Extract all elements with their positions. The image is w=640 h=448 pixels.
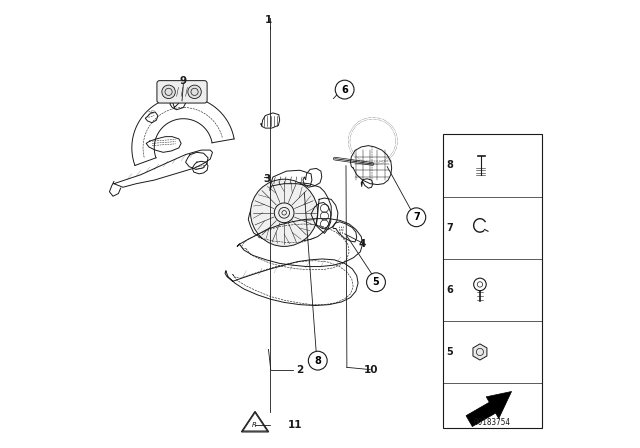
Circle shape <box>251 179 318 246</box>
Text: 5: 5 <box>447 347 453 357</box>
Circle shape <box>308 351 327 370</box>
Text: 4: 4 <box>359 239 366 249</box>
Text: 11: 11 <box>288 420 303 430</box>
Text: 3: 3 <box>264 174 271 184</box>
Text: 10: 10 <box>364 365 379 375</box>
Text: 00183754: 00183754 <box>474 418 511 427</box>
Polygon shape <box>466 392 511 426</box>
Circle shape <box>335 80 354 99</box>
Text: 7: 7 <box>447 223 453 233</box>
Text: 8: 8 <box>447 160 453 171</box>
Circle shape <box>188 85 201 99</box>
Text: R: R <box>252 422 257 428</box>
Text: 6: 6 <box>447 285 453 295</box>
Text: 6: 6 <box>341 85 348 95</box>
FancyBboxPatch shape <box>157 81 207 103</box>
Text: 1: 1 <box>265 15 272 25</box>
Text: 8: 8 <box>314 356 321 366</box>
Polygon shape <box>473 344 487 360</box>
Text: 7: 7 <box>413 212 420 222</box>
Text: 5: 5 <box>372 277 380 287</box>
Text: 2: 2 <box>296 365 303 375</box>
Text: 9: 9 <box>180 76 187 86</box>
Circle shape <box>407 208 426 227</box>
Circle shape <box>367 273 385 292</box>
Bar <box>443 134 541 428</box>
Circle shape <box>162 85 175 99</box>
